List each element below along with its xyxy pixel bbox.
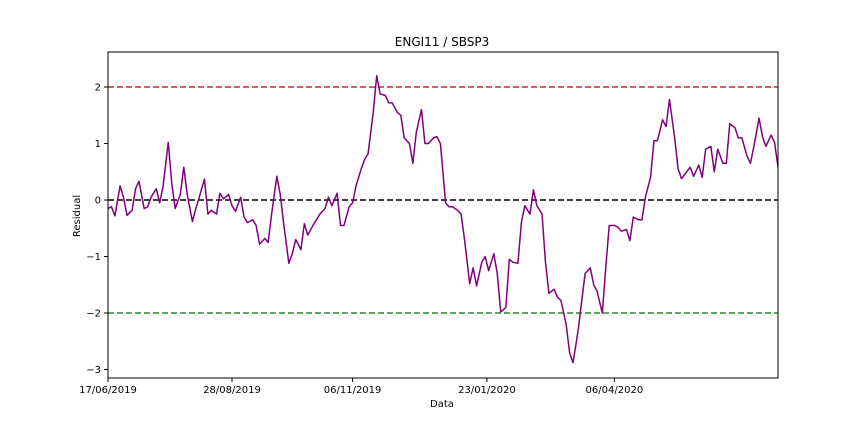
- y-tick-label: −3: [86, 365, 101, 376]
- plot-area: [107, 74, 779, 364]
- chart-title: ENGI11 / SBSP3: [395, 35, 489, 49]
- series-line-0: [107, 74, 779, 364]
- x-tick-label: 23/01/2020: [458, 385, 516, 396]
- x-axis-label: Data: [430, 399, 454, 410]
- axes: −3 −2 −1 0 1 2 17/06/2019 28/08/2019 06/11/2019 2…: [79, 83, 643, 396]
- plot-frame: [107, 51, 779, 379]
- x-tick-label: 28/08/2019: [203, 385, 261, 396]
- y-axis-label: Residual: [72, 195, 83, 237]
- y-tick-label: 1: [95, 139, 101, 150]
- y-tick-label: −2: [86, 309, 101, 320]
- x-tick-label: 06/04/2020: [586, 385, 644, 396]
- y-tick-label: −1: [86, 252, 101, 263]
- y-tick-label: 2: [95, 83, 101, 94]
- y-tick-label: 0: [95, 196, 101, 207]
- x-tick-label: 17/06/2019: [79, 385, 137, 396]
- x-tick-label: 06/11/2019: [324, 385, 382, 396]
